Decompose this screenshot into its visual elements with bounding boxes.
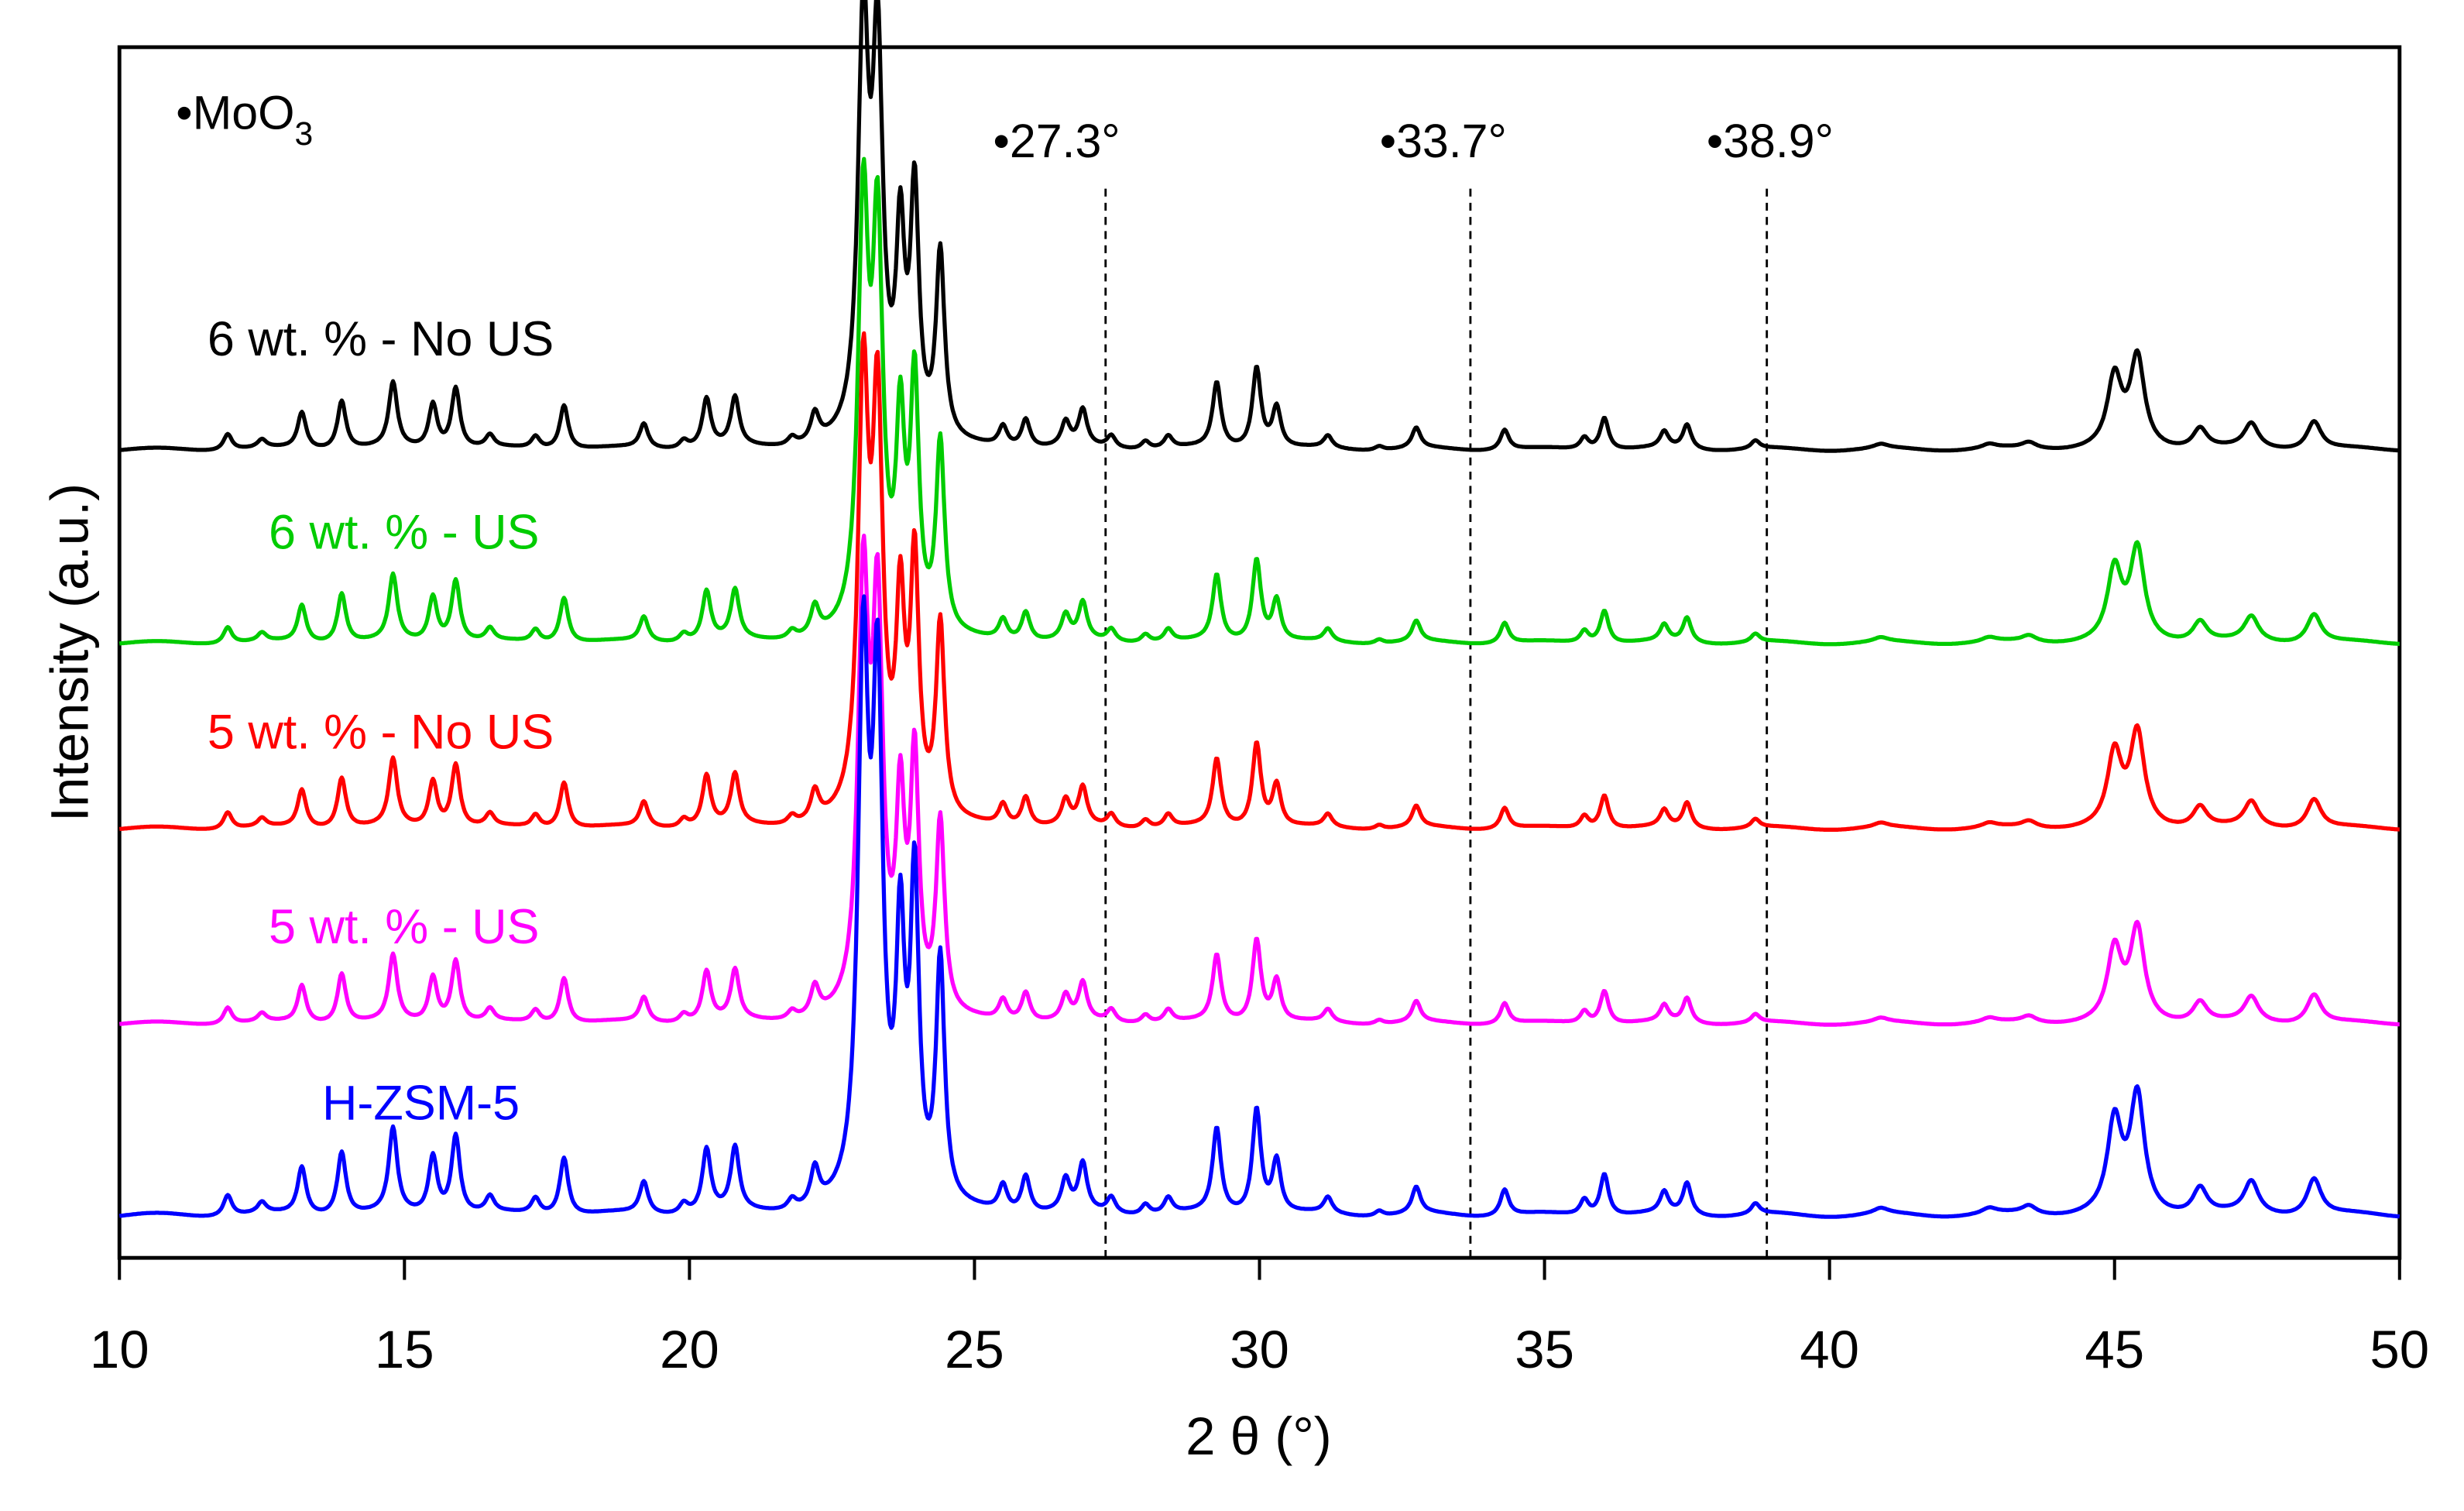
ref-label-38-9: •38.9° bbox=[1707, 115, 1834, 167]
series-label-6wt-no-us: 6 wt. % - No US bbox=[208, 312, 554, 366]
x-tick-label: 15 bbox=[375, 1320, 434, 1379]
x-tick-label: 10 bbox=[90, 1320, 149, 1379]
x-tick-label: 25 bbox=[945, 1320, 1004, 1379]
series-label-hzsm5: H-ZSM-5 bbox=[322, 1076, 520, 1130]
traces bbox=[118, 0, 2401, 1219]
reference-lines bbox=[1104, 188, 1769, 1259]
trace-6-wt-us bbox=[118, 156, 2401, 647]
trace-5-wt-no-us bbox=[118, 331, 2401, 832]
trace-6-wt-no-us bbox=[118, 0, 2401, 453]
x-tick-label: 20 bbox=[660, 1320, 719, 1379]
series-label-6wt-us: 6 wt. % - US bbox=[269, 506, 539, 560]
y-axis-title: Intensity (a.u.) bbox=[40, 483, 100, 822]
x-axis-title: 2 θ (°) bbox=[1186, 1406, 1332, 1466]
x-tick-label: 35 bbox=[1515, 1320, 1574, 1379]
x-tick-label: 30 bbox=[1230, 1320, 1289, 1379]
trace-5-wt-us bbox=[118, 534, 2401, 1027]
ref-label-27-3: •27.3° bbox=[993, 115, 1120, 167]
trace-h-zsm-5 bbox=[118, 594, 2401, 1219]
moo3-annotation: •MoO3 bbox=[176, 86, 313, 152]
x-tick-label: 45 bbox=[2085, 1320, 2144, 1379]
x-axis-ticks: 10 15 20 25 30 35 40 45 50 bbox=[90, 1258, 2429, 1379]
series-label-5wt-us: 5 wt. % - US bbox=[269, 900, 539, 954]
x-tick-label: 40 bbox=[1800, 1320, 1859, 1379]
ref-label-33-7: •33.7° bbox=[1380, 115, 1507, 167]
x-tick-label: 50 bbox=[2370, 1320, 2429, 1379]
series-label-5wt-no-us: 5 wt. % - No US bbox=[208, 705, 554, 759]
